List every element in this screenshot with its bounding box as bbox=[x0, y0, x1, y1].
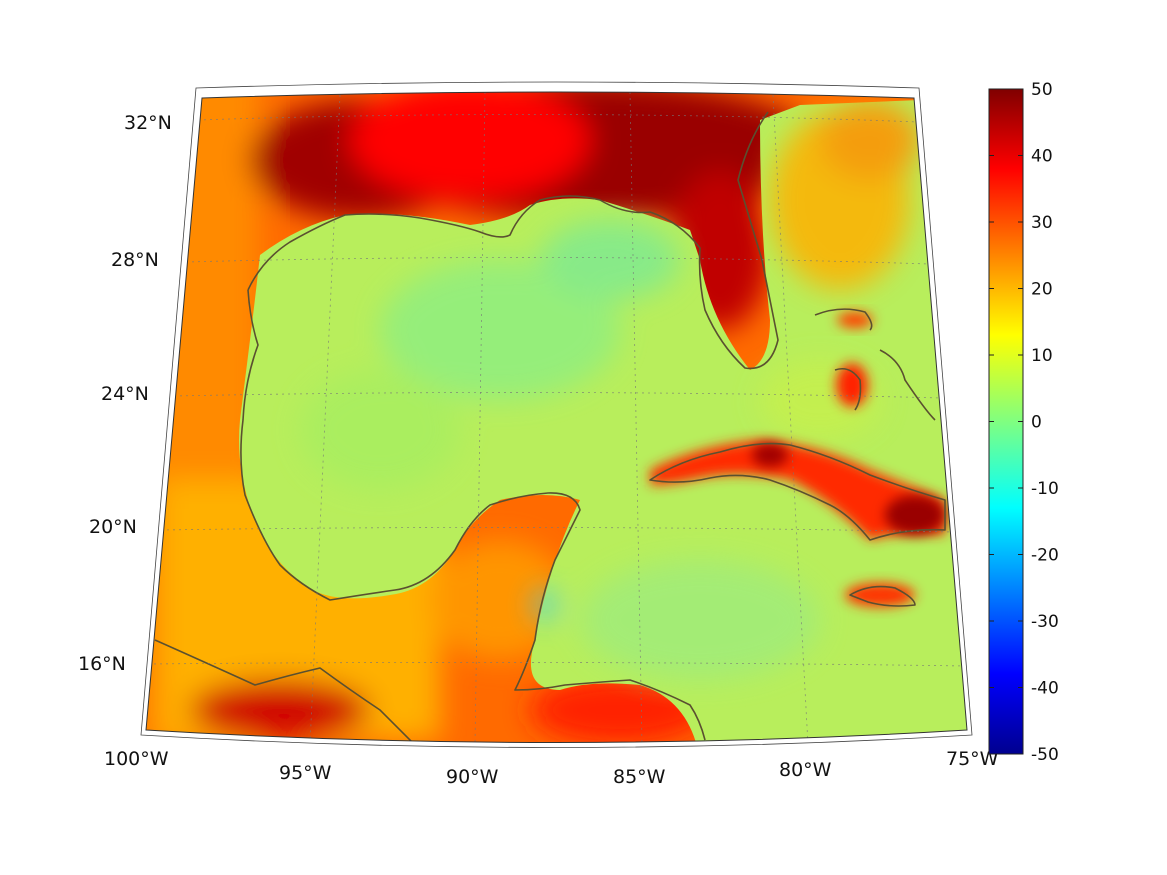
ocean-field bbox=[239, 100, 967, 743]
coastlines bbox=[154, 111, 946, 743]
lat-label-16: 16°N bbox=[78, 653, 126, 675]
colorbar-tick-label: -40 bbox=[1031, 679, 1059, 699]
jamaica-coastline bbox=[849, 585, 916, 607]
lon-label-90: 90°W bbox=[446, 766, 499, 788]
colorbar-tick-label: -20 bbox=[1031, 546, 1059, 566]
colorbar-tick-label: 30 bbox=[1031, 213, 1053, 233]
lat-label-32: 32°N bbox=[124, 112, 172, 134]
colorbar-gradient bbox=[988, 88, 1024, 755]
colorbar-ticks: 50 40 30 20 10 0 -10 -20 -30 -40 -50 bbox=[989, 80, 1059, 765]
colorbar-tick-label: 50 bbox=[1031, 80, 1053, 100]
lat-labels: 32°N 28°N 24°N 20°N 16°N bbox=[78, 112, 172, 675]
colorbar-tick-label: 10 bbox=[1031, 346, 1053, 366]
colorbar-tick-label: -50 bbox=[1031, 745, 1059, 765]
map-frame bbox=[145, 91, 968, 743]
lon-label-95: 95°W bbox=[279, 762, 332, 784]
lon-label-85: 85°W bbox=[613, 766, 666, 788]
lon-label-100: 100°W bbox=[104, 748, 169, 770]
gulf-coastline bbox=[247, 111, 779, 370]
lat-label-20: 20°N bbox=[89, 516, 137, 538]
mexico-coastline bbox=[240, 289, 706, 741]
cuba-coastline bbox=[649, 442, 946, 541]
colorbar: 50 40 30 20 10 0 -10 -20 -30 -40 -50 bbox=[988, 80, 1059, 765]
lon-label-75: 75°W bbox=[946, 748, 999, 770]
colorbar-tick-label: -30 bbox=[1031, 612, 1059, 632]
graticule bbox=[147, 92, 967, 743]
lon-label-80: 80°W bbox=[779, 759, 832, 781]
colorbar-tick-label: -10 bbox=[1031, 479, 1059, 499]
lat-label-24: 24°N bbox=[101, 383, 149, 405]
central-america-border bbox=[154, 639, 416, 743]
lat-label-28: 28°N bbox=[111, 249, 159, 271]
bahamas-coastline bbox=[814, 308, 936, 421]
colorbar-tick-label: 0 bbox=[1031, 413, 1042, 433]
colorbar-tick-label: 20 bbox=[1031, 280, 1053, 300]
map-outer-frame bbox=[140, 81, 973, 748]
colorbar-tick-label: 40 bbox=[1031, 147, 1053, 167]
lon-labels: 100°W 95°W 90°W 85°W 80°W 75°W bbox=[104, 748, 999, 788]
